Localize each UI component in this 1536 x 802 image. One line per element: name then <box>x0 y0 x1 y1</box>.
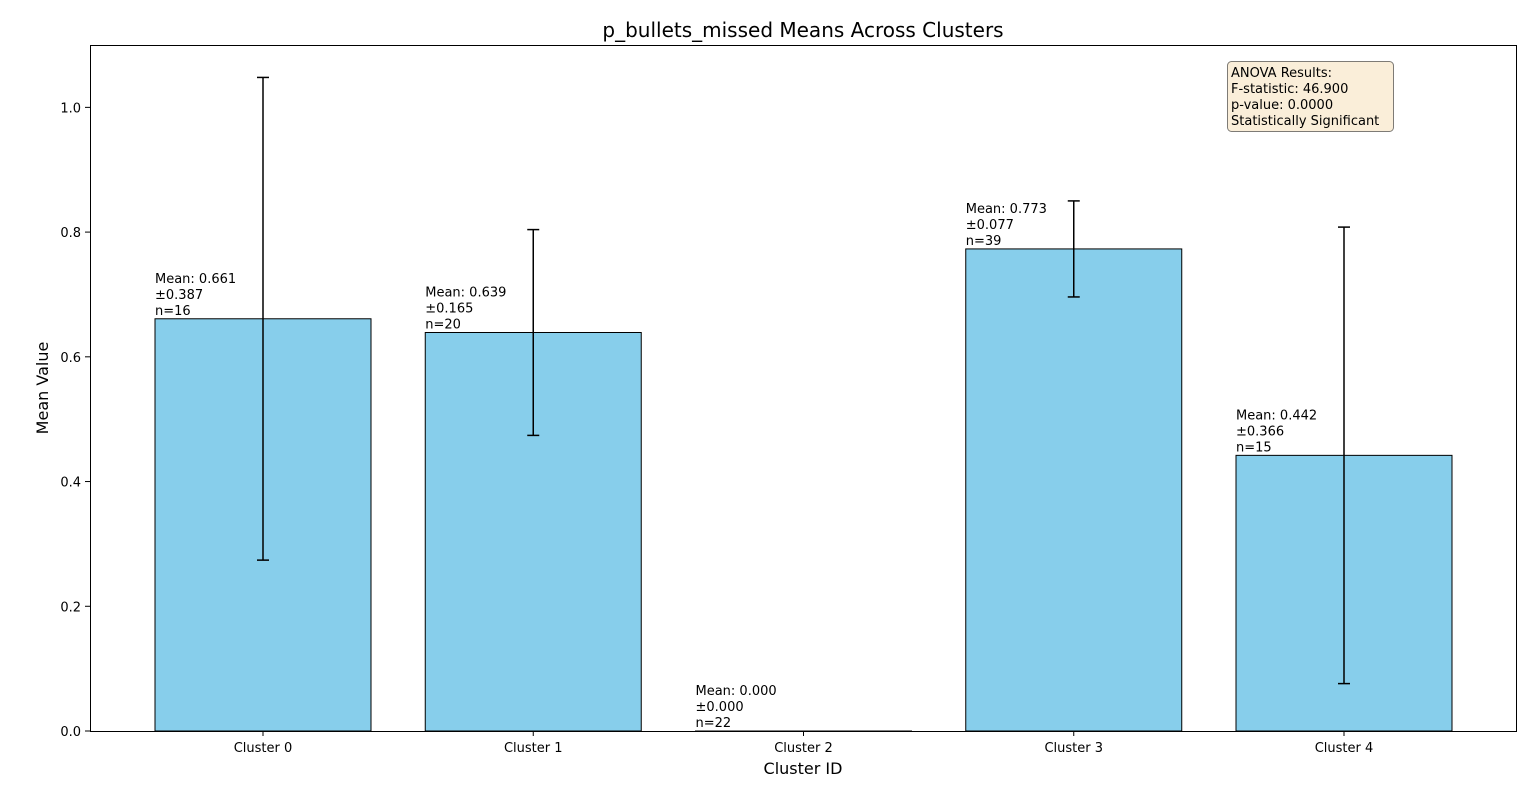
bar-data-label: n=16 <box>155 304 191 319</box>
y-axis: 0.0 0.2 0.4 0.6 0.8 1.0 <box>60 101 90 740</box>
x-tick-label: Cluster 3 <box>1044 741 1103 756</box>
anova-annotation: ANOVA Results: F-statistic: 46.900 p-val… <box>1227 61 1394 132</box>
annotation-line: p-value: 0.0000 <box>1231 98 1333 113</box>
y-tick-label: 0.2 <box>60 600 81 615</box>
bars-layer <box>154 248 1453 732</box>
bar-data-label: ±0.000 <box>696 700 744 715</box>
x-tick-label: Cluster 4 <box>1315 741 1374 756</box>
y-tick-label: 1.0 <box>60 101 81 116</box>
bar-data-label: ±0.387 <box>155 288 203 303</box>
y-tick-label: 0.6 <box>60 351 81 366</box>
x-axis-label: Cluster ID <box>764 759 843 778</box>
annotation-line: ANOVA Results: <box>1231 66 1332 81</box>
x-tick-label: Cluster 0 <box>234 741 293 756</box>
bar-data-label: Mean: 0.773 <box>966 202 1047 217</box>
bar <box>965 248 1183 732</box>
y-axis-label: Mean Value <box>33 342 52 435</box>
bar-data-label: n=15 <box>1236 440 1272 455</box>
bar-data-label: n=39 <box>966 234 1002 249</box>
y-tick-label: 0.0 <box>60 725 81 740</box>
error-bars-layer <box>257 76 1350 685</box>
bar-data-label: ±0.077 <box>966 218 1014 233</box>
bar-data-label: ±0.165 <box>425 301 473 316</box>
bar-data-label: ±0.366 <box>1236 424 1284 439</box>
annotation-box <box>1227 61 1394 132</box>
x-axis: Cluster 0 Cluster 1 Cluster 2 Cluster 3 Clus… <box>234 731 1374 756</box>
bar-data-label: Mean: 0.442 <box>1236 408 1317 423</box>
bar-data-label: Mean: 0.639 <box>425 285 506 300</box>
chart-title: p_bullets_missed Means Across Clusters <box>602 18 1003 42</box>
bar-data-label: Mean: 0.000 <box>696 684 777 699</box>
x-tick-label: Cluster 2 <box>774 741 833 756</box>
bar-data-label: n=20 <box>425 317 461 332</box>
bar-data-label: Mean: 0.661 <box>155 272 236 287</box>
bar-data-label: n=22 <box>696 716 732 731</box>
y-tick-label: 0.8 <box>60 226 81 241</box>
annotation-line: Statistically Significant <box>1231 114 1379 129</box>
y-tick-label: 0.4 <box>60 476 81 491</box>
annotation-line: F-statistic: 46.900 <box>1231 82 1348 97</box>
x-tick-label: Cluster 1 <box>504 741 563 756</box>
